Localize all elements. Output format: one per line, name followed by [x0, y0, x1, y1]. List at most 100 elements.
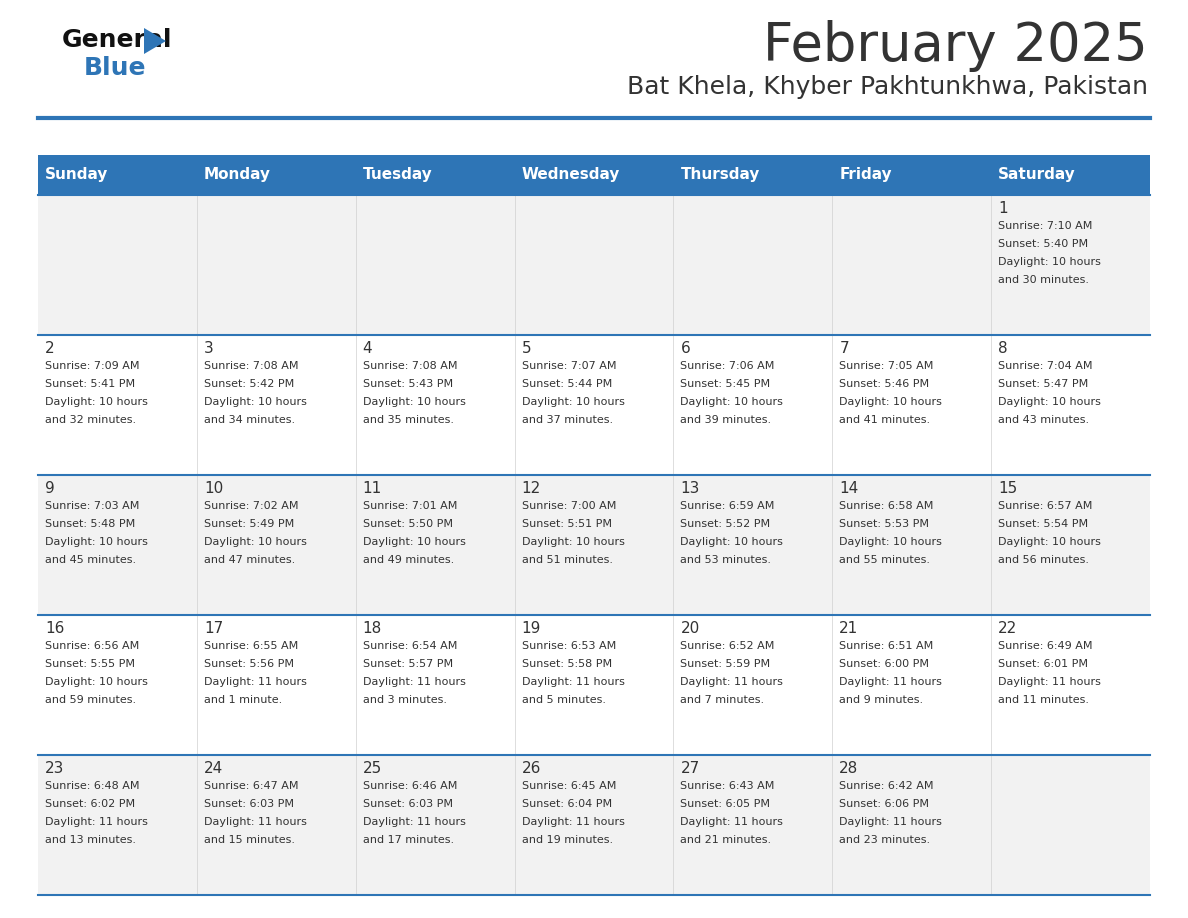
Text: Sunset: 5:53 PM: Sunset: 5:53 PM — [839, 519, 929, 529]
Text: Daylight: 10 hours: Daylight: 10 hours — [45, 677, 147, 687]
Text: Sunrise: 7:10 AM: Sunrise: 7:10 AM — [998, 221, 1093, 231]
Text: and 5 minutes.: and 5 minutes. — [522, 695, 606, 705]
Text: and 15 minutes.: and 15 minutes. — [204, 835, 295, 845]
Text: and 39 minutes.: and 39 minutes. — [681, 415, 771, 425]
Text: Sunset: 5:41 PM: Sunset: 5:41 PM — [45, 379, 135, 389]
Text: Sunrise: 7:01 AM: Sunrise: 7:01 AM — [362, 501, 457, 511]
Text: Sunrise: 6:42 AM: Sunrise: 6:42 AM — [839, 781, 934, 791]
Text: 22: 22 — [998, 621, 1017, 636]
Text: and 21 minutes.: and 21 minutes. — [681, 835, 771, 845]
Text: 6: 6 — [681, 341, 690, 356]
Text: 28: 28 — [839, 761, 859, 776]
Text: Sunrise: 6:47 AM: Sunrise: 6:47 AM — [204, 781, 298, 791]
Text: Sunrise: 6:53 AM: Sunrise: 6:53 AM — [522, 641, 615, 651]
Text: Daylight: 10 hours: Daylight: 10 hours — [839, 537, 942, 547]
Text: Daylight: 10 hours: Daylight: 10 hours — [522, 537, 625, 547]
Text: and 49 minutes.: and 49 minutes. — [362, 555, 454, 565]
Text: Sunset: 5:46 PM: Sunset: 5:46 PM — [839, 379, 929, 389]
Bar — [38, 475, 1150, 615]
Text: 1: 1 — [998, 201, 1007, 216]
Text: Sunrise: 6:52 AM: Sunrise: 6:52 AM — [681, 641, 775, 651]
Text: Daylight: 10 hours: Daylight: 10 hours — [45, 397, 147, 407]
Text: Sunset: 5:48 PM: Sunset: 5:48 PM — [45, 519, 135, 529]
Text: Sunrise: 6:48 AM: Sunrise: 6:48 AM — [45, 781, 139, 791]
Text: Daylight: 10 hours: Daylight: 10 hours — [839, 397, 942, 407]
Text: Sunset: 6:03 PM: Sunset: 6:03 PM — [204, 799, 293, 809]
Text: and 35 minutes.: and 35 minutes. — [362, 415, 454, 425]
Text: Sunset: 6:00 PM: Sunset: 6:00 PM — [839, 659, 929, 669]
Text: and 9 minutes.: and 9 minutes. — [839, 695, 923, 705]
Text: Daylight: 11 hours: Daylight: 11 hours — [839, 677, 942, 687]
Text: and 37 minutes.: and 37 minutes. — [522, 415, 613, 425]
Text: and 53 minutes.: and 53 minutes. — [681, 555, 771, 565]
Text: Sunrise: 7:07 AM: Sunrise: 7:07 AM — [522, 361, 617, 371]
Text: Daylight: 11 hours: Daylight: 11 hours — [45, 817, 147, 827]
Text: and 30 minutes.: and 30 minutes. — [998, 275, 1089, 285]
Text: Sunset: 5:43 PM: Sunset: 5:43 PM — [362, 379, 453, 389]
Text: 19: 19 — [522, 621, 541, 636]
Text: 18: 18 — [362, 621, 383, 636]
Bar — [38, 335, 1150, 475]
Text: Sunday: Sunday — [45, 167, 108, 183]
Text: 14: 14 — [839, 481, 859, 496]
Text: Sunset: 5:51 PM: Sunset: 5:51 PM — [522, 519, 612, 529]
Text: Daylight: 11 hours: Daylight: 11 hours — [522, 677, 625, 687]
Text: Daylight: 10 hours: Daylight: 10 hours — [998, 537, 1101, 547]
Text: Bat Khela, Khyber Pakhtunkhwa, Pakistan: Bat Khela, Khyber Pakhtunkhwa, Pakistan — [627, 75, 1148, 99]
Text: Sunrise: 7:02 AM: Sunrise: 7:02 AM — [204, 501, 298, 511]
Text: and 51 minutes.: and 51 minutes. — [522, 555, 613, 565]
Text: Tuesday: Tuesday — [362, 167, 432, 183]
Text: Sunset: 6:06 PM: Sunset: 6:06 PM — [839, 799, 929, 809]
Text: and 34 minutes.: and 34 minutes. — [204, 415, 295, 425]
Text: Daylight: 11 hours: Daylight: 11 hours — [839, 817, 942, 827]
Text: Sunset: 5:42 PM: Sunset: 5:42 PM — [204, 379, 295, 389]
Text: 7: 7 — [839, 341, 849, 356]
Text: Sunset: 6:01 PM: Sunset: 6:01 PM — [998, 659, 1088, 669]
Text: 23: 23 — [45, 761, 64, 776]
Text: Daylight: 11 hours: Daylight: 11 hours — [204, 817, 307, 827]
Text: Sunrise: 7:08 AM: Sunrise: 7:08 AM — [362, 361, 457, 371]
Text: Daylight: 11 hours: Daylight: 11 hours — [522, 817, 625, 827]
Text: Saturday: Saturday — [998, 167, 1076, 183]
Bar — [38, 195, 1150, 335]
Text: Sunset: 5:56 PM: Sunset: 5:56 PM — [204, 659, 293, 669]
Text: Wednesday: Wednesday — [522, 167, 620, 183]
Text: Daylight: 11 hours: Daylight: 11 hours — [362, 817, 466, 827]
Text: and 41 minutes.: and 41 minutes. — [839, 415, 930, 425]
Text: Daylight: 11 hours: Daylight: 11 hours — [204, 677, 307, 687]
Text: Daylight: 10 hours: Daylight: 10 hours — [522, 397, 625, 407]
Text: Sunrise: 6:58 AM: Sunrise: 6:58 AM — [839, 501, 934, 511]
Text: Sunset: 6:05 PM: Sunset: 6:05 PM — [681, 799, 771, 809]
Text: 13: 13 — [681, 481, 700, 496]
Text: Sunrise: 7:03 AM: Sunrise: 7:03 AM — [45, 501, 139, 511]
Polygon shape — [144, 28, 166, 54]
Text: Sunrise: 6:51 AM: Sunrise: 6:51 AM — [839, 641, 934, 651]
Text: 24: 24 — [204, 761, 223, 776]
Text: 10: 10 — [204, 481, 223, 496]
Text: Sunset: 6:02 PM: Sunset: 6:02 PM — [45, 799, 135, 809]
Text: Daylight: 10 hours: Daylight: 10 hours — [362, 537, 466, 547]
Text: and 59 minutes.: and 59 minutes. — [45, 695, 137, 705]
Text: Sunset: 5:45 PM: Sunset: 5:45 PM — [681, 379, 771, 389]
Text: Sunrise: 6:57 AM: Sunrise: 6:57 AM — [998, 501, 1093, 511]
Text: 17: 17 — [204, 621, 223, 636]
Text: Sunrise: 6:49 AM: Sunrise: 6:49 AM — [998, 641, 1093, 651]
Text: 21: 21 — [839, 621, 859, 636]
Text: Sunrise: 6:59 AM: Sunrise: 6:59 AM — [681, 501, 775, 511]
Text: Sunrise: 7:06 AM: Sunrise: 7:06 AM — [681, 361, 775, 371]
Text: 11: 11 — [362, 481, 383, 496]
Text: 4: 4 — [362, 341, 372, 356]
Text: Daylight: 10 hours: Daylight: 10 hours — [998, 397, 1101, 407]
Text: Sunrise: 6:43 AM: Sunrise: 6:43 AM — [681, 781, 775, 791]
Text: and 43 minutes.: and 43 minutes. — [998, 415, 1089, 425]
Text: Sunset: 5:40 PM: Sunset: 5:40 PM — [998, 239, 1088, 249]
Text: Daylight: 10 hours: Daylight: 10 hours — [362, 397, 466, 407]
Text: Sunset: 5:50 PM: Sunset: 5:50 PM — [362, 519, 453, 529]
Text: 27: 27 — [681, 761, 700, 776]
Text: and 56 minutes.: and 56 minutes. — [998, 555, 1089, 565]
Text: Sunrise: 6:46 AM: Sunrise: 6:46 AM — [362, 781, 457, 791]
Text: and 13 minutes.: and 13 minutes. — [45, 835, 135, 845]
Text: and 45 minutes.: and 45 minutes. — [45, 555, 137, 565]
Text: 2: 2 — [45, 341, 55, 356]
Text: Sunset: 5:49 PM: Sunset: 5:49 PM — [204, 519, 295, 529]
